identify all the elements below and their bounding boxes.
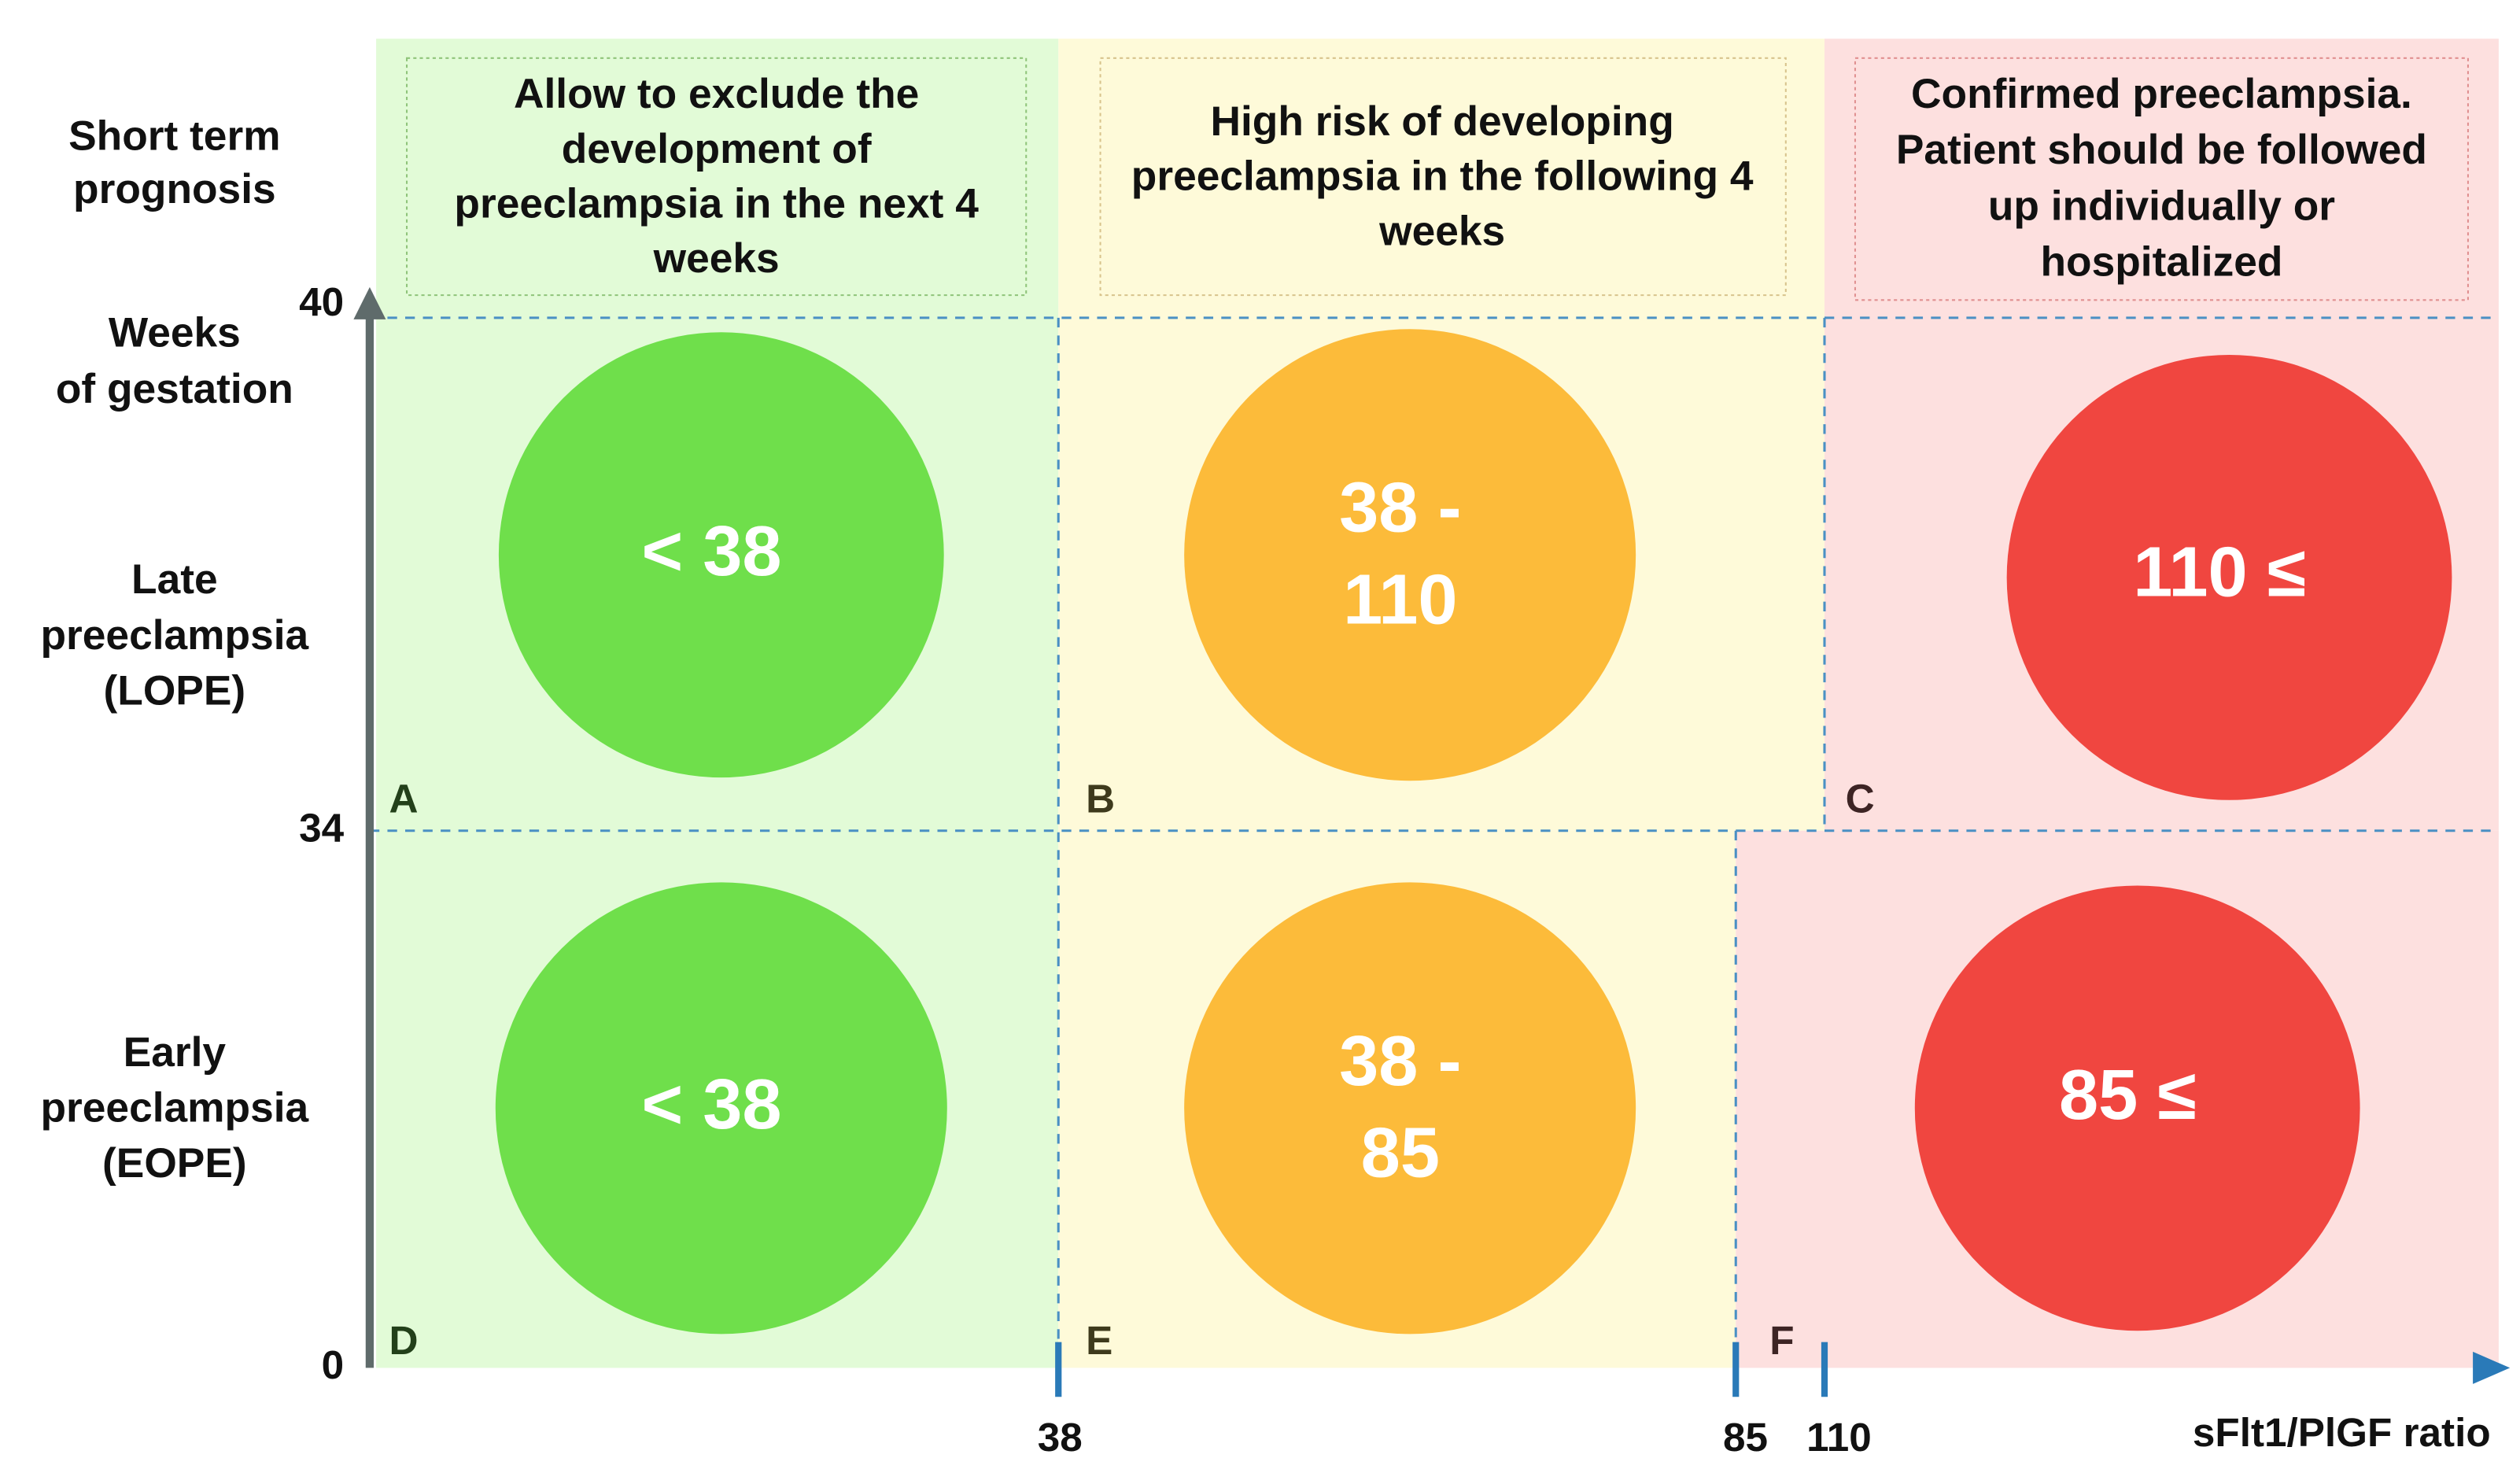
row-label: of gestation (56, 366, 293, 412)
zone-circle (498, 332, 944, 778)
header-text: hospitalized (2040, 238, 2282, 285)
zone-value: 38 - (1339, 1021, 1461, 1101)
header-box (406, 57, 1028, 297)
row-label: Early (124, 1029, 227, 1076)
header-text: preeclampsia in the following 4 (1131, 153, 1754, 200)
zone-value: < 38 (641, 1065, 781, 1144)
header-text: Allow to exclude the (514, 71, 919, 117)
x-tick-label: 85 (1723, 1415, 1768, 1460)
header-text: weeks (1378, 208, 1505, 254)
row-label: Late (131, 556, 218, 603)
zone-letter: A (389, 776, 419, 821)
header-text: weeks (653, 235, 780, 282)
zone-letter: B (1086, 776, 1115, 821)
x-tick-label: 38 (1038, 1415, 1083, 1460)
row-label: prognosis (73, 166, 276, 212)
row-label: preeclampsia (40, 1085, 308, 1131)
x-arrow (2473, 1351, 2511, 1384)
zone-circle (495, 882, 947, 1334)
x-axis-label: sFlt1/PlGF ratio (2193, 1410, 2491, 1455)
y-tick-label: 40 (299, 279, 344, 324)
zone-value: 110 ≤ (2133, 533, 2306, 612)
header-box (1099, 57, 1787, 297)
zone-circle (1914, 885, 2360, 1331)
row-label: (LOPE) (104, 668, 246, 714)
x-tick-marks (1055, 1342, 1828, 1397)
zone-letter: C (1846, 776, 1875, 821)
y-tick-label: 34 (299, 805, 345, 850)
zone-value: 85 ≤ (2059, 1055, 2197, 1135)
row-label: preeclampsia (40, 612, 308, 659)
zone-circle (2006, 355, 2452, 800)
zone-letter: D (389, 1318, 419, 1363)
grid-lines (369, 316, 2499, 1368)
zone-value: 110 (1343, 560, 1458, 640)
header-text: development of (562, 126, 872, 172)
row-label: Short term (68, 113, 280, 159)
zone-value: 38 - (1339, 468, 1461, 548)
y-arrow (353, 286, 386, 319)
zone-letter: E (1086, 1318, 1112, 1363)
header-text: preeclampsia in the next 4 (454, 180, 979, 227)
x-tick-label: 110 (1806, 1415, 1872, 1460)
row-label: Weeks (109, 309, 241, 356)
zone-letter: F (1769, 1318, 1794, 1363)
row-label: (EOPE) (102, 1140, 247, 1187)
header-box (1854, 57, 2469, 301)
header-text: High risk of developing (1211, 98, 1674, 145)
header-text: Confirmed preeclampsia. (1911, 71, 2412, 117)
zone-circle (1184, 329, 1636, 781)
zone-value: 85 (1361, 1113, 1440, 1193)
zone-value: < 38 (641, 511, 781, 591)
header-text: up individually or (1988, 183, 2335, 229)
header-text: Patient should be followed (1896, 127, 2427, 173)
zone-circle (1184, 882, 1636, 1334)
y-tick-label: 0 (322, 1342, 345, 1387)
